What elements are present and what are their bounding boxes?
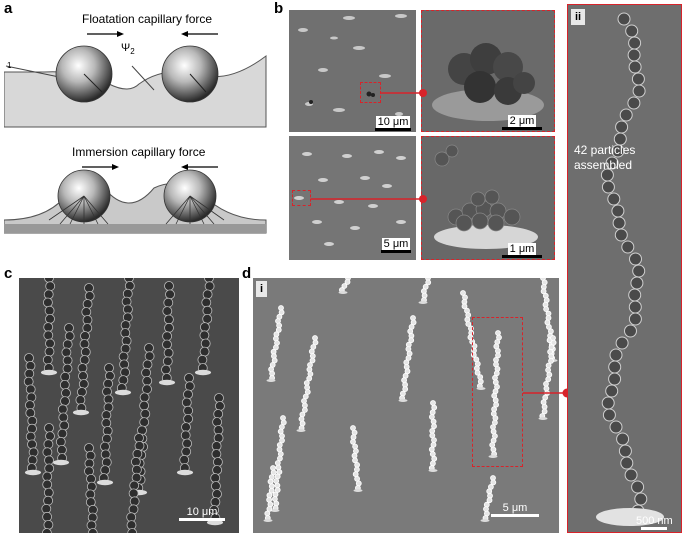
scalebar-b-bottom-right-label: 1 μm (507, 243, 537, 255)
nanoparticle-chains-d (263, 278, 558, 522)
zoom-box-b-bottom (292, 190, 311, 206)
panel-c-label: c (4, 265, 13, 282)
scalebar-c: 10 μm (179, 506, 225, 521)
panel-d-sublabel-i: i (256, 281, 268, 297)
sem-image-b-bottom-right: 1 μm (421, 136, 555, 260)
scalebar-b-bottom-right: 1 μm (502, 243, 542, 258)
scalebar-b-top-left-label: 10 μm (375, 116, 411, 128)
sem-image-b-top-left: 10 μm (289, 10, 416, 132)
scalebar-b-top-right-label: 2 μm (507, 115, 537, 127)
sem-image-c: 10 μm (19, 278, 239, 533)
nanoparticle-chains-c (23, 278, 225, 533)
scalebar-ii: 500 nm (634, 515, 675, 530)
scalebar-d-label: 5 μm (502, 502, 528, 514)
particle-chain-ii (596, 12, 664, 526)
panel-a-floatation-title: Floatation capillary force (82, 12, 213, 26)
scalebar-c-label: 10 μm (186, 506, 218, 518)
scalebar-d: 5 μm (491, 502, 539, 517)
panel-a-floatation-diagram (4, 31, 267, 128)
panel-d-label: d (242, 265, 252, 282)
particle-count-annotation: 42 particles assembled (574, 143, 636, 172)
panel-a-immersion-diagram (4, 164, 267, 234)
panel-a-label: a (4, 0, 13, 17)
contact-angle-index: 1 (7, 61, 12, 70)
scalebar-b-top-right: 2 μm (502, 115, 542, 130)
panel-ii-sublabel: ii (571, 9, 586, 25)
sem-image-d: i 5 μm (253, 278, 559, 533)
scalebar-b-bottom-left: 5 μm (381, 238, 411, 253)
scalebar-b-bottom-left-label: 5 μm (381, 238, 411, 250)
zoom-box-d (472, 317, 523, 467)
sem-image-b-bottom-left: 5 μm (289, 136, 416, 260)
scalebar-ii-label: 500 nm (636, 515, 673, 527)
zoom-box-b-top (360, 82, 381, 103)
sem-image-ii: ii 42 particles assembled 500 nm (567, 4, 682, 533)
sem-image-b-top-right: 2 μm (421, 10, 555, 132)
panel-a-immersion-title: Immersion capillary force (72, 145, 206, 159)
psi-symbol: Ψ2 (121, 42, 135, 57)
panel-b-label: b (274, 0, 284, 17)
scalebar-b-top-left: 10 μm (375, 116, 411, 131)
